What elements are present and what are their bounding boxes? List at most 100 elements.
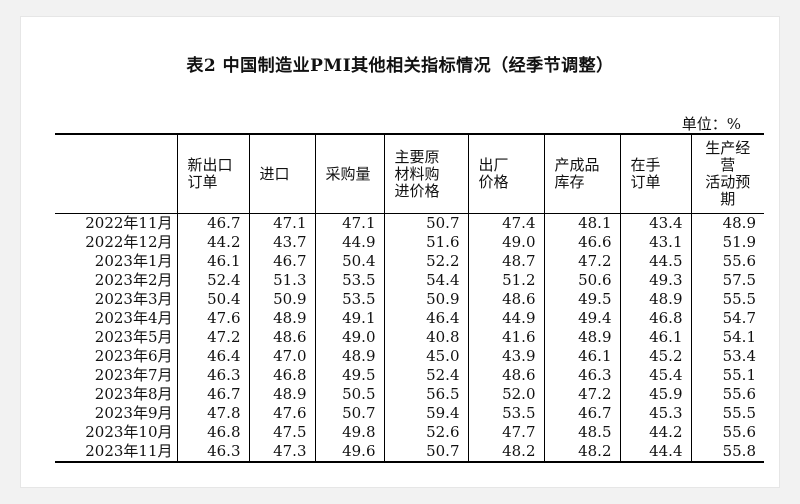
row-value: 46.8 (176, 423, 249, 442)
row-month: 2023年3月 (94, 290, 173, 308)
table-row: 2023年7月 46.3 46.8 49.5 52.4 48.6 46.3 45.4 55.1 (55, 366, 764, 385)
row-month: 2023年2月 (94, 271, 173, 289)
row-value: 47.5 (248, 423, 315, 442)
row-value: 48.7 (467, 252, 544, 271)
row-value: 44.4 (619, 442, 691, 463)
table-row: 2023年10月 46.8 47.5 49.8 52.6 47.7 48.5 44.2 55.6 (55, 423, 764, 442)
row-value: 55.1 (690, 366, 764, 385)
row-value: 43.9 (467, 347, 544, 366)
row-value: 40.8 (383, 328, 468, 347)
row-month: 2023年4月 (94, 309, 173, 327)
row-value: 46.4 (383, 309, 468, 328)
row-value: 48.9 (248, 385, 315, 404)
row-value: 47.3 (248, 442, 315, 463)
row-value: 45.3 (619, 404, 691, 423)
row-value: 47.2 (543, 252, 620, 271)
row-value: 52.4 (383, 366, 468, 385)
row-value: 52.6 (383, 423, 468, 442)
row-value: 44.5 (619, 252, 691, 271)
header-backlog-orders: 在手 订单 (619, 133, 691, 214)
table-row: 2023年3月 50.4 50.9 53.5 50.9 48.6 49.5 48.9 55.5 (55, 290, 764, 309)
row-value: 49.0 (314, 328, 384, 347)
table-row: 2023年9月 47.8 47.6 50.7 59.4 53.5 46.7 45.3 55.5 (55, 404, 764, 423)
row-value: 48.6 (248, 328, 315, 347)
row-value: 52.2 (383, 252, 468, 271)
row-value: 43.4 (619, 213, 691, 233)
table-row: 2023年6月 46.4 47.0 48.9 45.0 43.9 46.1 45.2 53.4 (55, 347, 764, 366)
row-value: 46.4 (176, 347, 249, 366)
row-value: 46.8 (619, 309, 691, 328)
row-value: 48.9 (248, 309, 315, 328)
row-value: 50.4 (176, 290, 249, 309)
row-value: 55.8 (690, 442, 764, 463)
row-value: 48.6 (467, 290, 544, 309)
row-value: 46.7 (543, 404, 620, 423)
row-value: 50.7 (383, 213, 468, 233)
row-value: 50.4 (314, 252, 384, 271)
row-value: 44.2 (619, 423, 691, 442)
row-value: 49.1 (314, 309, 384, 328)
row-value: 43.7 (248, 233, 315, 252)
row-value: 41.6 (467, 328, 544, 347)
pmi-table: 新出口 订单 进口 采购量 主要原 材料购 进价格 出厂 价格 (55, 133, 764, 463)
row-value: 50.9 (383, 290, 468, 309)
table-row: 2023年4月 47.6 48.9 49.1 46.4 44.9 49.4 46.8 54.7 (55, 309, 764, 328)
table-row: 2022年11月 46.7 47.1 47.1 50.7 47.4 48.1 43.4 48.9 (55, 213, 764, 233)
row-value: 51.2 (467, 271, 544, 290)
row-value: 48.2 (543, 442, 620, 463)
row-value: 50.7 (314, 404, 384, 423)
row-value: 53.5 (314, 290, 384, 309)
row-value: 53.4 (690, 347, 764, 366)
row-month: 2023年10月 (85, 423, 173, 441)
row-value: 49.5 (314, 366, 384, 385)
row-value: 54.1 (690, 328, 764, 347)
row-value: 46.8 (248, 366, 315, 385)
row-value: 45.0 (383, 347, 468, 366)
row-month: 2023年6月 (94, 347, 173, 365)
table-row: 2023年8月 46.7 48.9 50.5 56.5 52.0 47.2 45.9 55.6 (55, 385, 764, 404)
row-value: 49.4 (543, 309, 620, 328)
row-value: 46.3 (176, 442, 249, 463)
header-row: 新出口 订单 进口 采购量 主要原 材料购 进价格 出厂 价格 (55, 133, 764, 214)
document-page: 表2 中国制造业PMI其他相关指标情况（经季节调整） 单位：% 新出口 订单 进… (20, 16, 780, 488)
row-value: 52.0 (467, 385, 544, 404)
row-value: 44.2 (176, 233, 249, 252)
row-month: 2022年12月 (85, 233, 173, 251)
header-business-expectations: 生产经 营 活动预 期 (690, 133, 764, 214)
row-month: 2023年8月 (94, 385, 173, 403)
row-value: 53.5 (467, 404, 544, 423)
row-month: 2023年7月 (94, 366, 173, 384)
row-value: 49.8 (314, 423, 384, 442)
table-row: 2023年5月 47.2 48.6 49.0 40.8 41.6 48.9 46.1 54.1 (55, 328, 764, 347)
row-value: 48.9 (543, 328, 620, 347)
unit-label: 单位：% (681, 115, 741, 133)
row-value: 49.6 (314, 442, 384, 463)
row-month: 2023年1月 (94, 252, 173, 270)
row-value: 54.7 (690, 309, 764, 328)
row-value: 47.1 (314, 213, 384, 233)
row-value: 44.9 (467, 309, 544, 328)
table-row: 2022年12月 44.2 43.7 44.9 51.6 49.0 46.6 43.1 51.9 (55, 233, 764, 252)
row-value: 48.2 (467, 442, 544, 463)
row-value: 51.9 (690, 233, 764, 252)
row-month: 2023年11月 (55, 442, 177, 463)
row-value: 48.5 (543, 423, 620, 442)
row-value: 45.9 (619, 385, 691, 404)
row-value: 47.7 (467, 423, 544, 442)
row-value: 47.6 (248, 404, 315, 423)
row-value: 47.4 (467, 213, 544, 233)
row-value: 45.2 (619, 347, 691, 366)
row-value: 47.6 (176, 309, 249, 328)
row-value: 46.7 (176, 385, 249, 404)
row-value: 55.6 (690, 385, 764, 404)
row-value: 55.5 (690, 404, 764, 423)
row-value: 54.4 (383, 271, 468, 290)
row-value: 56.5 (383, 385, 468, 404)
row-value: 50.9 (248, 290, 315, 309)
table-row: 2023年1月 46.1 46.7 50.4 52.2 48.7 47.2 44.5 55.6 (55, 252, 764, 271)
header-imports: 进口 (248, 133, 315, 214)
row-value: 51.6 (383, 233, 468, 252)
row-month: 2023年9月 (94, 404, 173, 422)
table-row: 2023年2月 52.4 51.3 53.5 54.4 51.2 50.6 49.3 57.5 (55, 271, 764, 290)
table-title: 表2 中国制造业PMI其他相关指标情况（经季节调整） (186, 56, 614, 76)
